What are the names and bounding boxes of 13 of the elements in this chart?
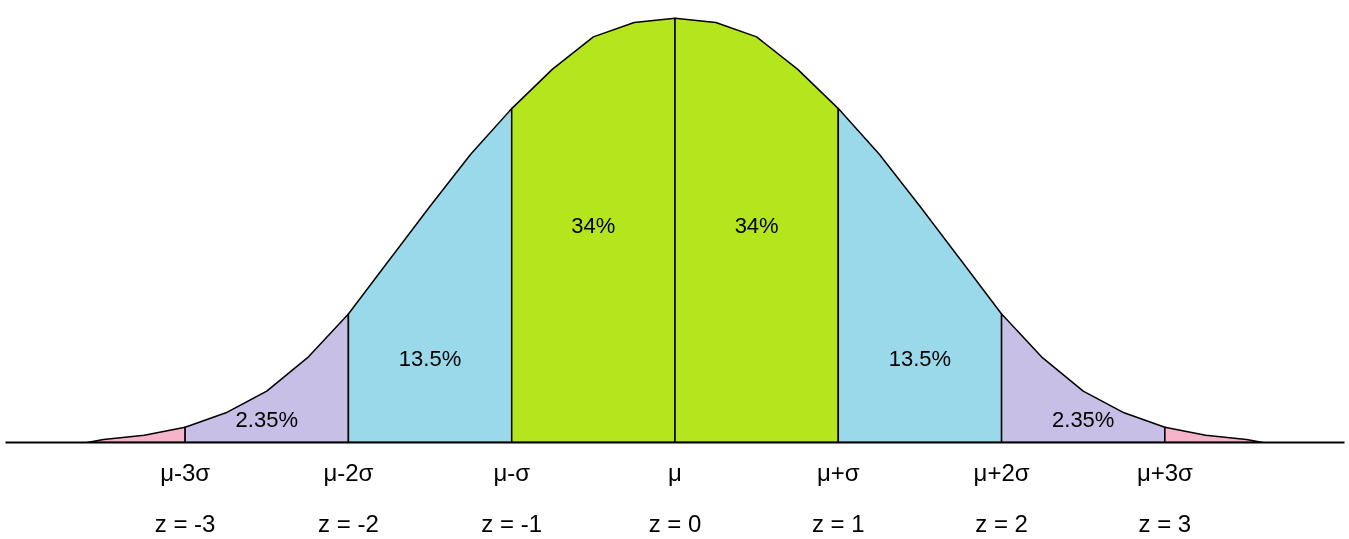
annotation: 2.35% [1052, 406, 1115, 432]
annotation: 13.5% [888, 346, 952, 372]
annotation: 2.35% [235, 406, 298, 432]
x-tick-label: μ-σ z = -1 [481, 458, 543, 537]
x-tick-label: μ+σ z = 1 [811, 458, 865, 537]
annotation: 34% [571, 212, 616, 238]
x-tick-label: μ-2σ z = -2 [318, 458, 379, 537]
x-tick-label: μ+3σ z = 3 [1136, 458, 1194, 537]
annotation: 34% [734, 212, 779, 238]
x-tick-label: μ-3σ z = -3 [154, 458, 216, 537]
annotation: 13.5% [398, 346, 462, 372]
x-tick-label: μ z = 0 [648, 458, 702, 537]
x-tick-label: μ+2σ z = 2 [973, 458, 1030, 537]
